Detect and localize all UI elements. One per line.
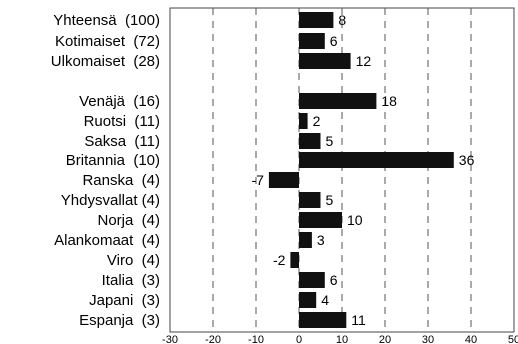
grid-lines: [212, 8, 472, 332]
x-tick-label: -10: [248, 334, 264, 344]
bar: [299, 12, 334, 28]
value-label: -2: [273, 252, 286, 268]
category-label: Japani (3): [89, 292, 160, 309]
bar: [299, 33, 325, 49]
bars: [268, 12, 454, 328]
category-label: Alankomaat (4): [54, 232, 160, 249]
value-label: 8: [338, 12, 346, 28]
bar: [299, 312, 347, 328]
value-label: 11: [351, 312, 366, 328]
category-label: Ulkomaiset (28): [51, 53, 160, 70]
x-tick-label: 30: [422, 334, 434, 344]
value-label: 4: [321, 292, 329, 308]
category-label: Italia (3): [102, 272, 160, 289]
bar: [268, 172, 299, 188]
x-tick-label: 0: [296, 334, 302, 344]
value-label: -7: [251, 172, 264, 188]
x-tick-label: -30: [162, 334, 178, 344]
bar: [299, 192, 321, 208]
category-label: Espanja (3): [79, 312, 160, 329]
bar: [299, 53, 351, 69]
bar: [299, 152, 454, 168]
bar: [299, 232, 312, 248]
category-label: Venäjä (16): [79, 93, 160, 110]
bar: [299, 113, 308, 129]
category-label: Ruotsi (11): [84, 113, 160, 130]
category-label: Britannia (10): [66, 152, 160, 169]
bar: [299, 292, 317, 308]
x-tick-label: 10: [336, 334, 348, 344]
bar: [299, 212, 342, 228]
value-label: 10: [347, 212, 363, 228]
category-label: Ranska (4): [82, 172, 160, 189]
category-label: Kotimaiset (72): [55, 33, 160, 50]
value-label: 18: [381, 93, 397, 109]
labels: -30 -20 -10 0 10 20 30 40 50 Yhteensä (100) 8 Kotim…: [51, 12, 518, 344]
value-label: 5: [326, 192, 334, 208]
category-label: Yhdysvallat (4): [61, 192, 160, 209]
bar: [299, 93, 377, 109]
value-label: 6: [330, 33, 338, 49]
bar: [299, 272, 325, 288]
x-tick-label: -20: [205, 334, 221, 344]
value-label: 36: [459, 152, 475, 168]
category-label: Viro (4): [107, 252, 160, 269]
category-label: Yhteensä (100): [53, 12, 160, 29]
value-label: 6: [330, 272, 338, 288]
value-label: 12: [356, 53, 372, 69]
x-tick-label: 50: [508, 334, 518, 344]
x-tick-label: 40: [465, 334, 477, 344]
bar: [290, 252, 299, 268]
value-label: 3: [317, 232, 325, 248]
value-label: 2: [313, 113, 321, 129]
bar: [299, 133, 321, 149]
value-label: 5: [326, 133, 334, 149]
x-tick-label: 20: [379, 334, 391, 344]
category-label: Saksa (11): [84, 133, 160, 150]
category-label: Norja (4): [97, 212, 160, 229]
